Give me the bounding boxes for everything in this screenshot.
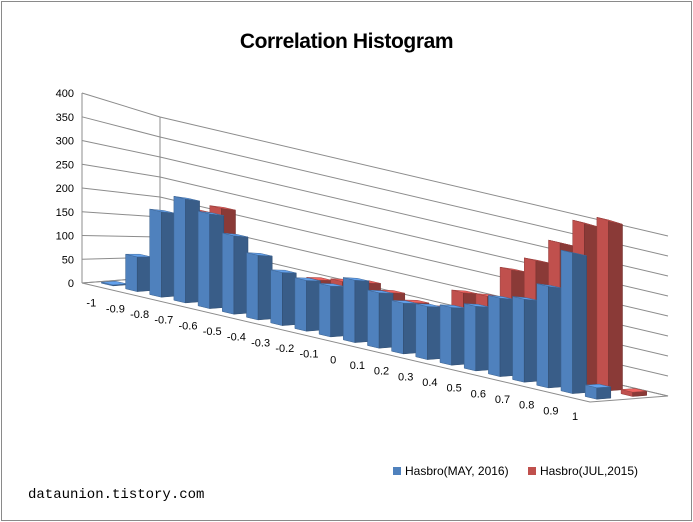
legend-label-series-2: Hasbro(JUL,2015) [539,464,638,478]
bar-jul-2015-1 [620,388,647,397]
x-tick-label: -0.9 [106,303,125,315]
y-tick-label: 200 [56,183,74,195]
x-tick-label: 0.1 [350,360,365,372]
bar-may-2016--0.9 [125,253,152,292]
y-tick-label: 300 [56,136,74,148]
x-tick-label: 0.4 [422,377,437,389]
x-tick-label: -0.7 [154,315,173,327]
bar-may-2016--0.5 [222,232,249,315]
x-axis-ticks: -1 -0.9 -0.8 -0.7 -0.6 -0.5 -0.4 -0.3 -0.2 -0.1 0 0… [86,298,578,423]
x-tick-label: -0.6 [179,320,198,332]
x-tick-label: 1 [572,411,578,423]
legend-swatch-series-2 [527,467,536,475]
bar-may-2016--0.6 [197,210,225,309]
bar-may-2016-0 [343,277,370,343]
x-tick-label: 0.3 [398,371,413,383]
bar-may-2016-0.5 [463,303,491,372]
y-tick-label: 0 [68,278,74,290]
bar-may-2016-0.7 [512,296,539,383]
y-tick-label: 150 [56,207,74,219]
bar-may-2016-0.2 [391,300,418,355]
bar-may-2016--0.4 [246,252,273,321]
bar-may-2016-0.6 [488,295,515,377]
legend-item-series-2: Hasbro(JUL,2015) [527,464,638,478]
x-tick-label: 0.2 [374,366,389,378]
x-tick-label: 0.7 [495,394,510,406]
y-tick-label: 250 [56,159,74,171]
bar-may-2016-0.4 [439,304,466,366]
y-tick-label: 350 [56,112,74,124]
y-tick-label: 50 [62,254,74,266]
y-axis-ticks: 0 50 100 150 200 250 300 350 400 [56,88,74,290]
bar-may-2016-0.1 [367,289,394,349]
x-tick-label: -0.1 [300,349,319,361]
x-tick-label: 0.9 [543,405,558,417]
legend-item-series-1: Hasbro(MAY, 2016) [393,464,509,478]
x-tick-label: -0.3 [251,337,270,349]
x-tick-label: -0.4 [227,332,246,344]
x-tick-label: -1 [86,298,96,310]
chart-title: Correlation Histogram [239,30,454,53]
watermark-text: dataunion.tistory.com [28,487,205,503]
x-tick-label: 0 [330,354,336,366]
x-tick-label: 0.8 [519,400,534,412]
chart-legend: Hasbro(MAY, 2016) Hasbro(JUL,2015) [393,464,654,478]
legend-swatch-series-1 [393,467,401,475]
bar-may-2016-0.3 [415,303,442,360]
x-tick-label: -0.8 [130,309,149,321]
y-tick-label: 100 [56,231,74,243]
bar-may-2016-0.9 [560,249,587,394]
bar-jul-2015-0.9 [596,216,623,392]
side-wall [82,93,160,283]
y-tick-label: 400 [56,88,74,100]
legend-label-series-1: Hasbro(MAY, 2016) [405,464,509,478]
chart-bars [101,195,647,400]
x-tick-label: 0.6 [471,388,486,400]
bar-may-2016-0.8 [536,283,563,389]
bar-may-2016--0.2 [294,277,321,332]
x-tick-label: -0.2 [275,343,294,355]
bar-may-2016--0.1 [318,283,345,338]
bar-may-2016--0.3 [270,269,297,326]
bar-may-2016-1 [584,383,612,400]
bar-may-2016--0.8 [149,208,176,298]
x-tick-label: 0.5 [446,383,461,395]
bar-may-2016--0.7 [173,195,200,304]
x-tick-label: -0.5 [203,326,222,338]
